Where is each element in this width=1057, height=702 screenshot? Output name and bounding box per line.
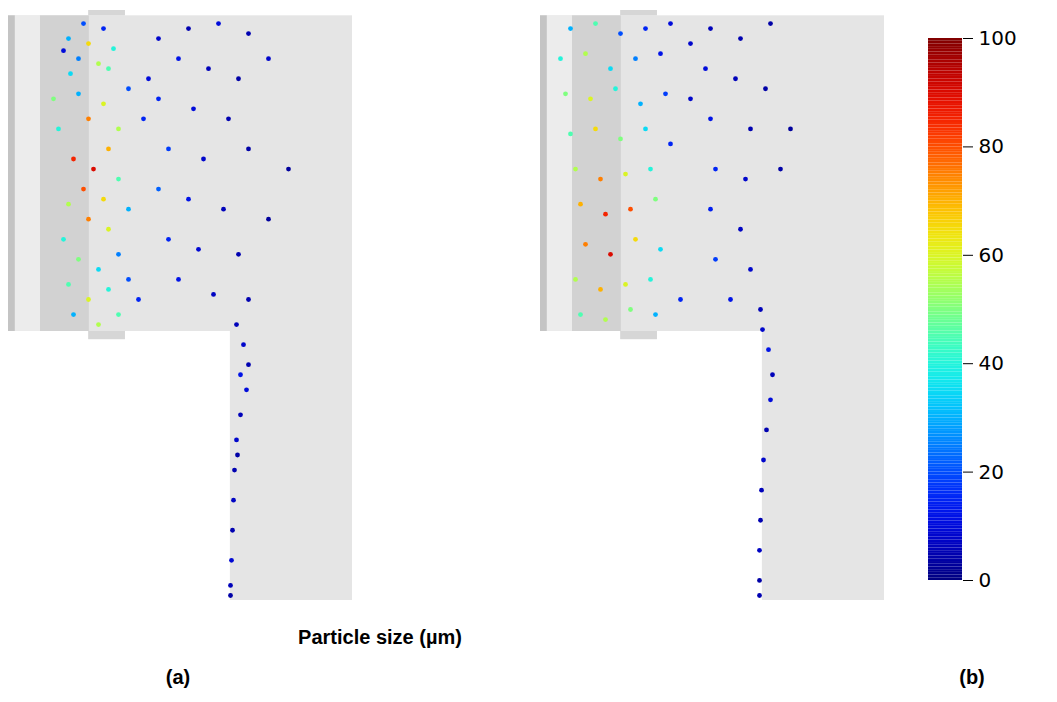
- svg-text:0: 0: [979, 568, 992, 592]
- svg-text:60: 60: [979, 243, 1004, 267]
- html-text:Particle size (µm): Particle size (µm): [298, 626, 462, 648]
- svg-text:20: 20: [979, 460, 1004, 484]
- svg-text:80: 80: [979, 134, 1004, 158]
- svg-text:40: 40: [979, 351, 1004, 375]
- html-text:(a): (a): [165, 666, 191, 688]
- html-text:(b): (b): [959, 666, 985, 688]
- svg-text:100: 100: [979, 26, 1017, 50]
